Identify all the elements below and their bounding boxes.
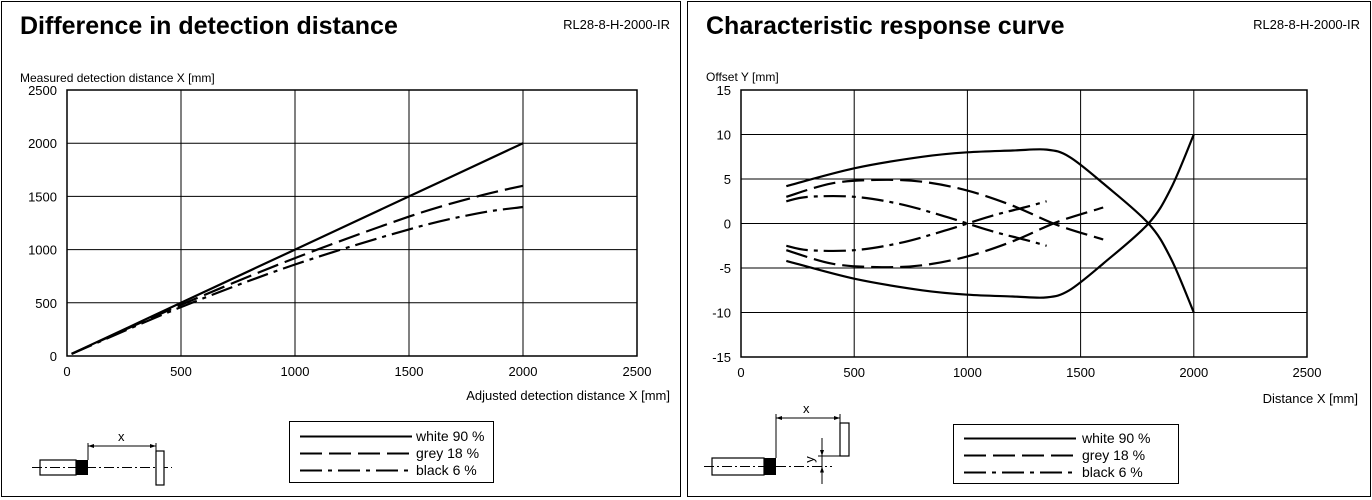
dash-dot-line-icon xyxy=(964,471,1076,474)
x-tick-label: 500 xyxy=(843,365,865,380)
distance-x-label: x xyxy=(118,429,125,444)
legend: white 90 % grey 18 % black 6 % xyxy=(953,424,1179,484)
model-label: RL28-8-H-2000-IR xyxy=(1253,17,1360,32)
y-tick-label: 500 xyxy=(35,296,57,311)
series-line xyxy=(71,205,524,355)
response-curve-panel: Characteristic response curve RL28-8-H-2… xyxy=(687,1,1371,497)
legend-label: black 6 % xyxy=(416,462,477,478)
x-tick-label: 2000 xyxy=(509,364,538,379)
x-axis-label: Distance X [mm] xyxy=(1263,391,1358,406)
response-curve-chart: 0 500 1000 1500 2000 2500 -15 -10 -5 0 5 10 15Offset… xyxy=(706,70,1358,406)
y-tick-label: -15 xyxy=(712,350,731,365)
x-axis-label: Adjusted detection distance X [mm] xyxy=(466,388,670,403)
series-line xyxy=(71,184,524,355)
sensor-offset-diagram-icon xyxy=(704,414,850,484)
y-tick-label: 2500 xyxy=(28,83,57,98)
legend-label: white 90 % xyxy=(1082,430,1151,446)
y-tick-label: 0 xyxy=(724,217,731,232)
x-tick-label: 1500 xyxy=(395,364,424,379)
x-tick-label: 2000 xyxy=(1179,365,1208,380)
x-tick-label: 1000 xyxy=(281,364,310,379)
x-tick-label: 1000 xyxy=(953,365,982,380)
y-axis-label: Measured detection distance X [mm] xyxy=(20,71,215,85)
sensor-target-diagram-icon xyxy=(32,443,172,486)
solid-line-icon xyxy=(300,435,412,438)
y-tick-label: 1000 xyxy=(28,243,57,258)
x-tick-label: 2500 xyxy=(1293,365,1322,380)
series-line xyxy=(786,200,1047,253)
legend-item: black 6 % xyxy=(290,462,493,479)
y-tick-label: 1500 xyxy=(28,189,57,204)
plot-frame xyxy=(740,89,1308,358)
detection-distance-chart: 0 500 1000 1500 2000 2500 0 500 1000 1500 2000 2500… xyxy=(20,71,670,403)
y-tick-label: -10 xyxy=(712,306,731,321)
sensor-diagram: x y xyxy=(702,401,862,497)
legend-item: white 90 % xyxy=(290,428,493,445)
y-tick-label: 15 xyxy=(717,83,731,98)
x-tick-label: 2500 xyxy=(623,364,652,379)
distance-x-label: x xyxy=(803,401,810,416)
chart-title: Difference in detection distance xyxy=(20,12,398,40)
solid-line-icon xyxy=(964,437,1076,440)
model-label: RL28-8-H-2000-IR xyxy=(563,17,670,32)
legend-item: black 6 % xyxy=(954,464,1178,481)
series-line xyxy=(786,148,1195,313)
series-line xyxy=(786,194,1047,247)
legend-label: black 6 % xyxy=(1082,464,1143,480)
legend: white 90 % grey 18 % black 6 % xyxy=(289,421,494,483)
detection-distance-panel: Difference in detection distance RL28-8-… xyxy=(1,1,681,497)
grid xyxy=(740,89,1308,358)
x-tick-label: 500 xyxy=(170,364,192,379)
series-line xyxy=(71,142,524,355)
series-line xyxy=(785,206,1104,269)
offset-y-label: y xyxy=(801,456,817,463)
sensor-diagram: x xyxy=(32,429,182,498)
legend-item: white 90 % xyxy=(954,430,1178,447)
y-axis-label: Offset Y [mm] xyxy=(706,70,779,84)
x-tick-label: 0 xyxy=(737,365,744,380)
series-line xyxy=(786,134,1195,299)
legend-label: grey 18 % xyxy=(1082,447,1146,463)
legend-item: grey 18 % xyxy=(290,445,493,462)
plot-frame xyxy=(66,89,638,357)
dashed-line-icon xyxy=(964,454,1076,457)
y-tick-label: 2000 xyxy=(28,136,57,151)
legend-item: grey 18 % xyxy=(954,447,1178,464)
y-tick-label: 10 xyxy=(717,128,731,143)
dash-dot-line-icon xyxy=(300,469,412,472)
chart-title: Characteristic response curve xyxy=(706,12,1065,40)
y-tick-label: 0 xyxy=(50,349,57,364)
legend-label: white 90 % xyxy=(416,428,485,444)
y-tick-label: -5 xyxy=(719,261,731,276)
x-tick-label: 1500 xyxy=(1066,365,1095,380)
x-tick-label: 0 xyxy=(63,364,70,379)
y-tick-label: 5 xyxy=(724,172,731,187)
legend-label: grey 18 % xyxy=(416,445,480,461)
dashed-line-icon xyxy=(300,452,412,455)
